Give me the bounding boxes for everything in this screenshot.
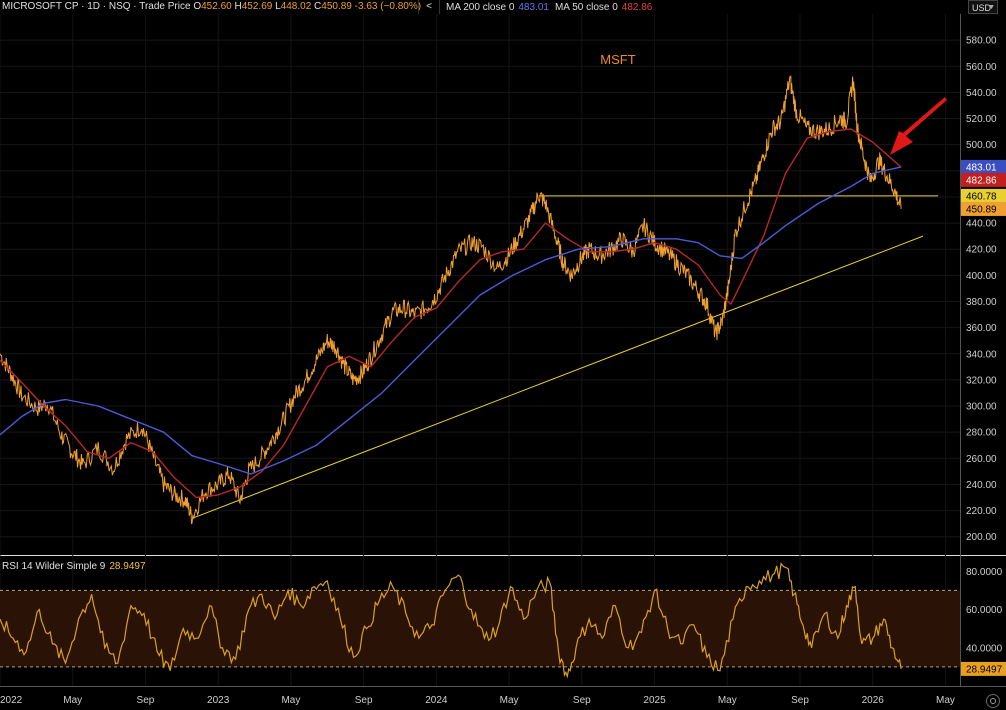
time-tick-label: 2024 (425, 695, 448, 706)
time-tick-label: 2023 (207, 695, 230, 706)
time-tick-label: May (500, 695, 519, 706)
price-tick-label: 200.00 (966, 532, 997, 543)
high-value: 452.69 (241, 1, 273, 12)
price-tick-label: 440.00 (966, 219, 997, 230)
price-badge (961, 172, 1006, 187)
annotations: MSFT (600, 52, 947, 155)
time-tick-label: 2022 (0, 695, 23, 706)
close-label: C (314, 1, 322, 12)
rsi-series (0, 562, 902, 679)
time-tick-label: May (281, 695, 300, 706)
price-tick-label: 380.00 (966, 297, 997, 308)
rsi-header: RSI 14 Wilder Simple 9 28.9497 (2, 561, 146, 572)
price-tick-label: 420.00 (966, 245, 997, 256)
ma200-label[interactable]: MA 200 close 0 (446, 1, 515, 13)
chevron-down-icon: ▼ (988, 4, 995, 11)
time-tick-label: Sep (573, 695, 591, 706)
high-label: H (234, 1, 242, 12)
price-tick-label: 560.00 (966, 62, 997, 73)
settings-icon[interactable] (986, 694, 1000, 708)
time-tick-label: May (63, 695, 82, 706)
open-value: 452.60 (201, 1, 232, 12)
rsi-value-badge (961, 661, 1006, 676)
series-lines (0, 75, 902, 525)
indicator-bar: < MA 200 close 0 483.01 MA 50 close 0 48… (418, 0, 652, 14)
time-tick-label: Sep (355, 695, 373, 706)
price-badges: 483.01 482.86 460.78 450.89 (961, 159, 1006, 216)
price-tick-label: 260.00 (966, 454, 997, 465)
ma50-line (0, 128, 902, 499)
trendline-support (191, 235, 924, 519)
price-tick-label: 280.00 (966, 428, 997, 439)
symbol-header: MICROSOFT CP · 1D · NSQ · Trade Price O4… (2, 0, 421, 14)
price-badge (961, 159, 1006, 174)
change-value: -3.63 (−0.80%) (354, 1, 422, 12)
currency-selector[interactable]: USD ▼ (968, 0, 998, 14)
currency-label: USD (972, 3, 992, 13)
price-tick-label: 360.00 (966, 323, 997, 334)
ma50-value: 482.86 (621, 1, 653, 13)
price-badge-label: 450.89 (966, 204, 997, 215)
time-tick-label: Sep (137, 695, 155, 706)
low-label: L (275, 1, 281, 12)
price-tick-label: 540.00 (966, 88, 997, 99)
price-axis: 580.00560.00540.00520.00500.00480.00460.… (966, 36, 997, 544)
price-tick-label: 520.00 (966, 114, 997, 125)
price-tick-label: 500.00 (966, 140, 997, 151)
price-tick-label: 580.00 (966, 36, 997, 47)
open-label: O (193, 1, 202, 12)
price-tick-label: 340.00 (966, 349, 997, 360)
price-badge-label: 483.01 (966, 162, 997, 173)
ma200-value: 483.01 (518, 1, 549, 13)
price-tick-label: 400.00 (966, 271, 997, 282)
price-badge-label: 460.78 (966, 191, 997, 202)
rsi-band-fill (0, 590, 960, 667)
time-tick-label: May (718, 695, 737, 706)
time-tick-label: 2025 (643, 695, 666, 706)
ma200-line (0, 166, 902, 475)
time-tick-label: 2026 (862, 695, 885, 706)
rsi-value-badge-label: 28.9497 (966, 664, 1003, 675)
price-line (0, 75, 902, 525)
low-value: 448.02 (280, 1, 312, 12)
close-value: 450.89 (321, 1, 352, 12)
price-tick-label: 240.00 (966, 480, 997, 491)
time-tick-label: May (936, 695, 955, 706)
time-axis: 2022 May Sep 2023 May Sep 2024 May Sep 2025 May Sep… (0, 695, 955, 706)
price-badge (961, 201, 1006, 216)
rsi-label[interactable]: RSI 14 Wilder Simple 9 (2, 561, 106, 572)
arrow-icon (890, 97, 947, 155)
rsi-line (0, 562, 902, 679)
price-badge (961, 188, 1006, 203)
rsi-tick-label: 60.0000 (966, 605, 1003, 616)
price-tick-label: 220.00 (966, 506, 997, 517)
rsi-band (0, 589, 960, 668)
price-badge-label: 482.86 (966, 175, 997, 186)
chart-title: MSFT (600, 52, 635, 67)
chevron-left-icon[interactable]: < (418, 0, 440, 14)
price-tick-label: 320.00 (966, 375, 997, 386)
time-tick-label: Sep (791, 695, 809, 706)
ma50-label[interactable]: MA 50 close 0 (554, 1, 618, 13)
rsi-value: 28.9497 (109, 561, 146, 572)
rsi-tick-label: 40.0000 (966, 643, 1003, 654)
price-tick-label: 300.00 (966, 402, 997, 413)
grid-lines (0, 14, 1006, 687)
rsi-tick-label: 80.0000 (966, 567, 1003, 578)
trendlines (191, 195, 939, 519)
rsi-axis: 80.0000 60.0000 40.0000 28.9497 (961, 567, 1006, 676)
symbol-label: MICROSOFT CP · 1D · NSQ · Trade Price (2, 1, 191, 12)
